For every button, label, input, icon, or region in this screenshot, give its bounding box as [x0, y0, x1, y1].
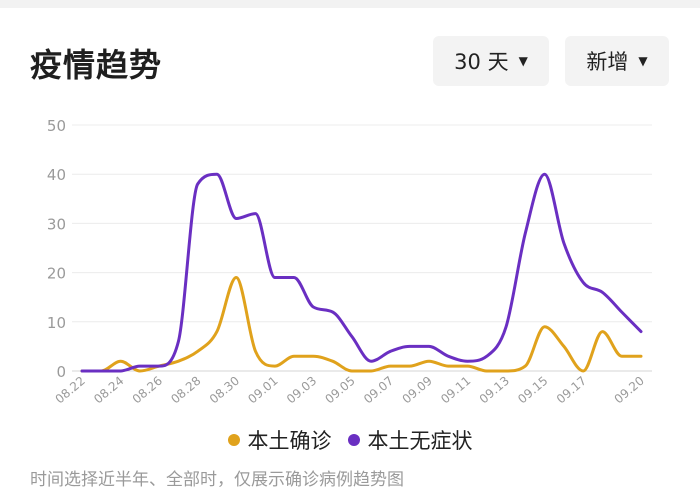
top-divider	[0, 0, 700, 8]
chart-legend: 本土确诊 本土无症状	[0, 425, 700, 455]
metric-dropdown[interactable]: 新增 ▼	[565, 36, 669, 86]
y-tick-label: 30	[47, 215, 66, 233]
x-tick-label: 09.03	[284, 374, 319, 407]
chart-footnote: 时间选择近半年、全部时，仅展示确诊病例趋势图	[30, 470, 404, 490]
x-tick-label: 08.26	[130, 374, 165, 407]
x-tick-label: 09.01	[245, 374, 280, 407]
x-tick-label: 09.05	[322, 374, 357, 407]
x-tick-label: 08.28	[168, 374, 203, 407]
x-tick-label: 09.07	[361, 374, 396, 407]
x-tick-label: 08.24	[91, 374, 126, 407]
x-tick-label: 09.17	[554, 374, 589, 407]
x-tick-label: 08.30	[207, 374, 242, 407]
metric-dropdown-label: 新增	[586, 50, 629, 74]
caret-down-icon: ▼	[638, 54, 648, 68]
legend-item-local-confirmed[interactable]: 本土确诊	[227, 425, 332, 455]
page-title: 疫情趋势	[30, 46, 163, 84]
x-tick-label: 09.13	[477, 374, 512, 407]
legend-dot-icon	[347, 434, 360, 446]
y-tick-label: 50	[47, 117, 66, 135]
legend-label: 本土无症状	[367, 429, 473, 453]
legend-dot-icon	[227, 434, 240, 446]
legend-item-local-asymptomatic[interactable]: 本土无症状	[347, 425, 473, 455]
caret-down-icon: ▼	[518, 54, 528, 68]
y-tick-label: 0	[56, 363, 66, 381]
range-dropdown-label: 30 天	[454, 50, 509, 74]
y-tick-label: 10	[47, 314, 66, 332]
y-tick-label: 40	[47, 166, 66, 184]
x-tick-label: 09.20	[612, 374, 647, 407]
x-tick-label: 09.09	[400, 374, 435, 407]
series-line-local-confirmed	[80, 276, 643, 373]
range-dropdown[interactable]: 30 天 ▼	[433, 36, 549, 86]
x-tick-label: 09.15	[515, 374, 550, 407]
x-tick-label: 09.11	[438, 374, 473, 407]
legend-label: 本土确诊	[247, 429, 332, 453]
series-line-local-asymptomatic	[80, 172, 643, 373]
y-tick-label: 20	[47, 265, 66, 283]
